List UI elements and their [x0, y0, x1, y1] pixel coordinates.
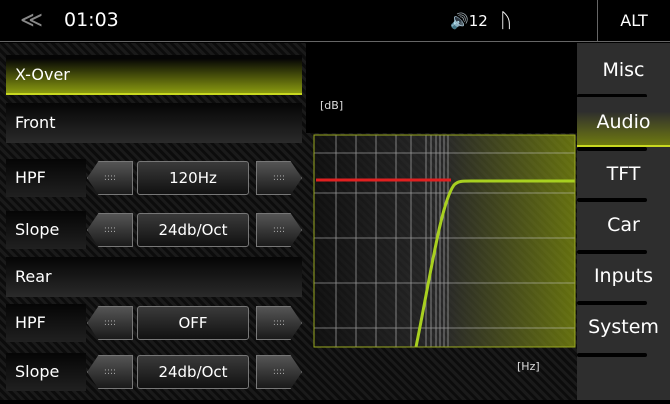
divider: [577, 250, 647, 254]
graph-svg: [306, 43, 577, 348]
clock: 01:03: [64, 9, 119, 31]
divider: [577, 198, 647, 202]
menu-item-inputs[interactable]: Inputs: [593, 265, 654, 287]
volume-level: 12: [468, 12, 488, 30]
volume-indicator: 🔊12: [450, 12, 488, 30]
grid: [314, 135, 575, 347]
menu-item-tft[interactable]: TFT: [606, 163, 641, 185]
rear-slope-value[interactable]: 24db/Oct: [137, 355, 249, 389]
side-menu: Misc Audio TFT Car Inputs System: [577, 43, 670, 400]
front-slope-value[interactable]: 24db/Oct: [137, 213, 249, 247]
graph-area: [314, 135, 575, 347]
xover-header[interactable]: X-Over: [6, 55, 302, 95]
y-axis-unit: [dB]: [320, 99, 344, 112]
divider: [577, 353, 647, 357]
x-axis-unit: [Hz]: [517, 360, 540, 373]
divider: [577, 147, 647, 151]
crossover-graph: [306, 43, 577, 400]
rear-hpf-value[interactable]: OFF: [137, 306, 249, 340]
hpf-curve: [414, 179, 575, 348]
divider: [577, 301, 647, 305]
speaker-icon: 🔊: [450, 12, 469, 30]
menu-item-car[interactable]: Car: [607, 214, 640, 236]
menu-item-audio[interactable]: Audio: [577, 97, 670, 147]
front-slope-label: Slope: [6, 211, 86, 249]
divider: [577, 94, 647, 98]
bluetooth-icon: ᚢ: [500, 8, 512, 32]
rear-hpf-label: HPF: [6, 304, 86, 342]
menu-item-misc[interactable]: Misc: [602, 59, 645, 81]
rear-header: Rear: [6, 257, 302, 297]
front-slope-decrease-button[interactable]: ::::: [87, 213, 133, 247]
front-header: Front: [6, 103, 302, 143]
front-hpf-label: HPF: [6, 159, 86, 197]
front-hpf-decrease-button[interactable]: ::::: [87, 161, 133, 195]
rear-slope-label: Slope: [6, 353, 86, 391]
menu-item-system[interactable]: System: [588, 316, 659, 338]
alt-button[interactable]: ALT: [597, 0, 670, 42]
status-bar: ≪ 01:03 🔊12 ᚢ ALT: [0, 0, 670, 42]
front-hpf-value[interactable]: 120Hz: [137, 161, 249, 195]
back-icon[interactable]: ≪: [20, 8, 44, 33]
